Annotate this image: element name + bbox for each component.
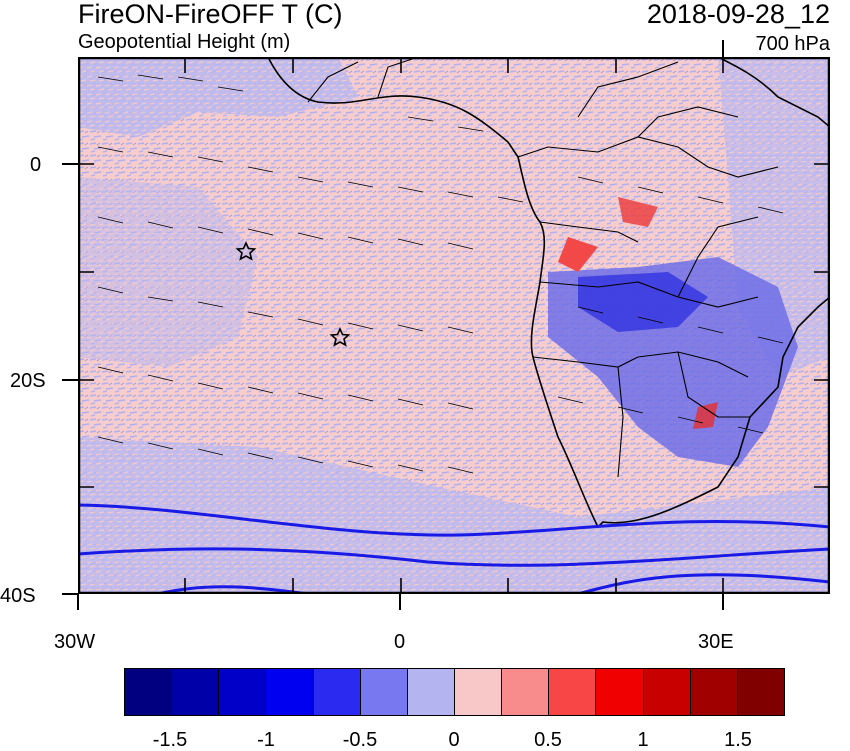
colorbar-swatch — [406, 668, 455, 716]
lat-label-40s: 40S — [0, 585, 36, 607]
colorbar-swatch — [265, 668, 314, 716]
map-plot — [78, 57, 830, 594]
field-patch-west — [78, 177, 258, 367]
colorbar-swatch — [642, 668, 691, 716]
colorbar-swatch — [501, 668, 550, 716]
colorbar — [124, 668, 785, 718]
axis-ticks — [78, 57, 830, 594]
colorbar-label-0-5: 0.5 — [534, 729, 562, 751]
colorbar-label-0: 0 — [448, 729, 460, 751]
pressure-level: 700 hPa — [755, 33, 830, 55]
colorbar-swatch — [171, 668, 220, 716]
wind-barbs — [97, 74, 784, 474]
station-star-1 — [235, 241, 257, 261]
lat-label-20s: 20S — [10, 370, 46, 392]
cold-anomaly-core — [578, 272, 708, 332]
station-star-2 — [329, 327, 351, 347]
colorbar-label-1: 1 — [637, 729, 649, 751]
colorbar-swatch — [124, 668, 173, 716]
colorbar-swatch — [218, 668, 267, 716]
station-markers — [235, 241, 351, 347]
colorbar-swatch — [359, 668, 408, 716]
lon-label-30e: 30E — [698, 631, 734, 653]
colorbar-swatch — [736, 668, 785, 716]
country-borders — [307, 57, 779, 478]
valid-date: 2018-09-28_12 — [646, 0, 830, 29]
height-contours — [78, 503, 830, 594]
colorbar-swatch — [689, 668, 738, 716]
colorbar-swatch — [548, 668, 597, 716]
colorbar-swatch — [454, 668, 503, 716]
plot-subtitle: Geopotential Height (m) — [78, 31, 291, 53]
warm-streak-2 — [618, 197, 658, 227]
colorbar-swatch — [312, 668, 361, 716]
lon-label-0: 0 — [394, 631, 406, 653]
lon-label-30w: 30W — [54, 631, 96, 653]
field-patch-south — [78, 437, 830, 594]
plot-title: FireON-FireOFF T (C) — [78, 0, 343, 29]
colorbar-label-neg0-5: -0.5 — [342, 729, 378, 751]
colorbar-label-neg1: -1 — [257, 729, 275, 751]
colorbar-label-neg1-5: -1.5 — [152, 729, 188, 751]
colorbar-label-1-5: 1.5 — [724, 729, 752, 751]
lat-label-0: 0 — [30, 154, 42, 176]
warm-streak-1 — [558, 237, 598, 272]
map-border — [78, 57, 830, 594]
colorbar-swatch — [595, 668, 644, 716]
